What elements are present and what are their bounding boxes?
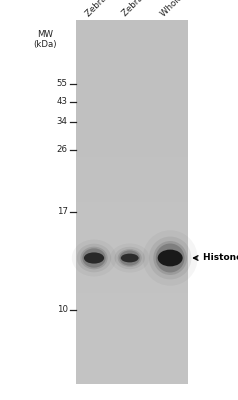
- Bar: [76, 202, 188, 248]
- Ellipse shape: [121, 254, 139, 262]
- Bar: [76, 156, 188, 202]
- Bar: [76, 293, 188, 338]
- Bar: [76, 66, 188, 111]
- Text: MW
(kDa): MW (kDa): [34, 30, 57, 49]
- Bar: [76, 111, 188, 156]
- Text: Whole zebrafish: Whole zebrafish: [159, 0, 214, 18]
- Bar: [76, 20, 188, 66]
- Bar: [76, 20, 188, 384]
- Ellipse shape: [82, 248, 106, 268]
- Ellipse shape: [158, 250, 183, 266]
- Bar: [76, 248, 188, 293]
- Text: Zebrafish eye: Zebrafish eye: [121, 0, 169, 18]
- Ellipse shape: [114, 247, 145, 269]
- Text: 55: 55: [57, 80, 68, 88]
- Ellipse shape: [119, 250, 140, 266]
- Text: 17: 17: [57, 208, 68, 216]
- Text: 34: 34: [57, 118, 68, 126]
- Ellipse shape: [118, 249, 142, 267]
- Ellipse shape: [153, 241, 187, 275]
- Ellipse shape: [156, 244, 184, 272]
- Text: Histone H4: Histone H4: [203, 254, 238, 262]
- Ellipse shape: [77, 244, 111, 272]
- Ellipse shape: [80, 247, 108, 269]
- Text: 43: 43: [57, 98, 68, 106]
- Ellipse shape: [84, 252, 104, 264]
- Text: Zebrafish brain: Zebrafish brain: [84, 0, 137, 18]
- Bar: [76, 338, 188, 384]
- Text: 26: 26: [57, 146, 68, 154]
- Ellipse shape: [149, 236, 191, 280]
- Text: 10: 10: [57, 306, 68, 314]
